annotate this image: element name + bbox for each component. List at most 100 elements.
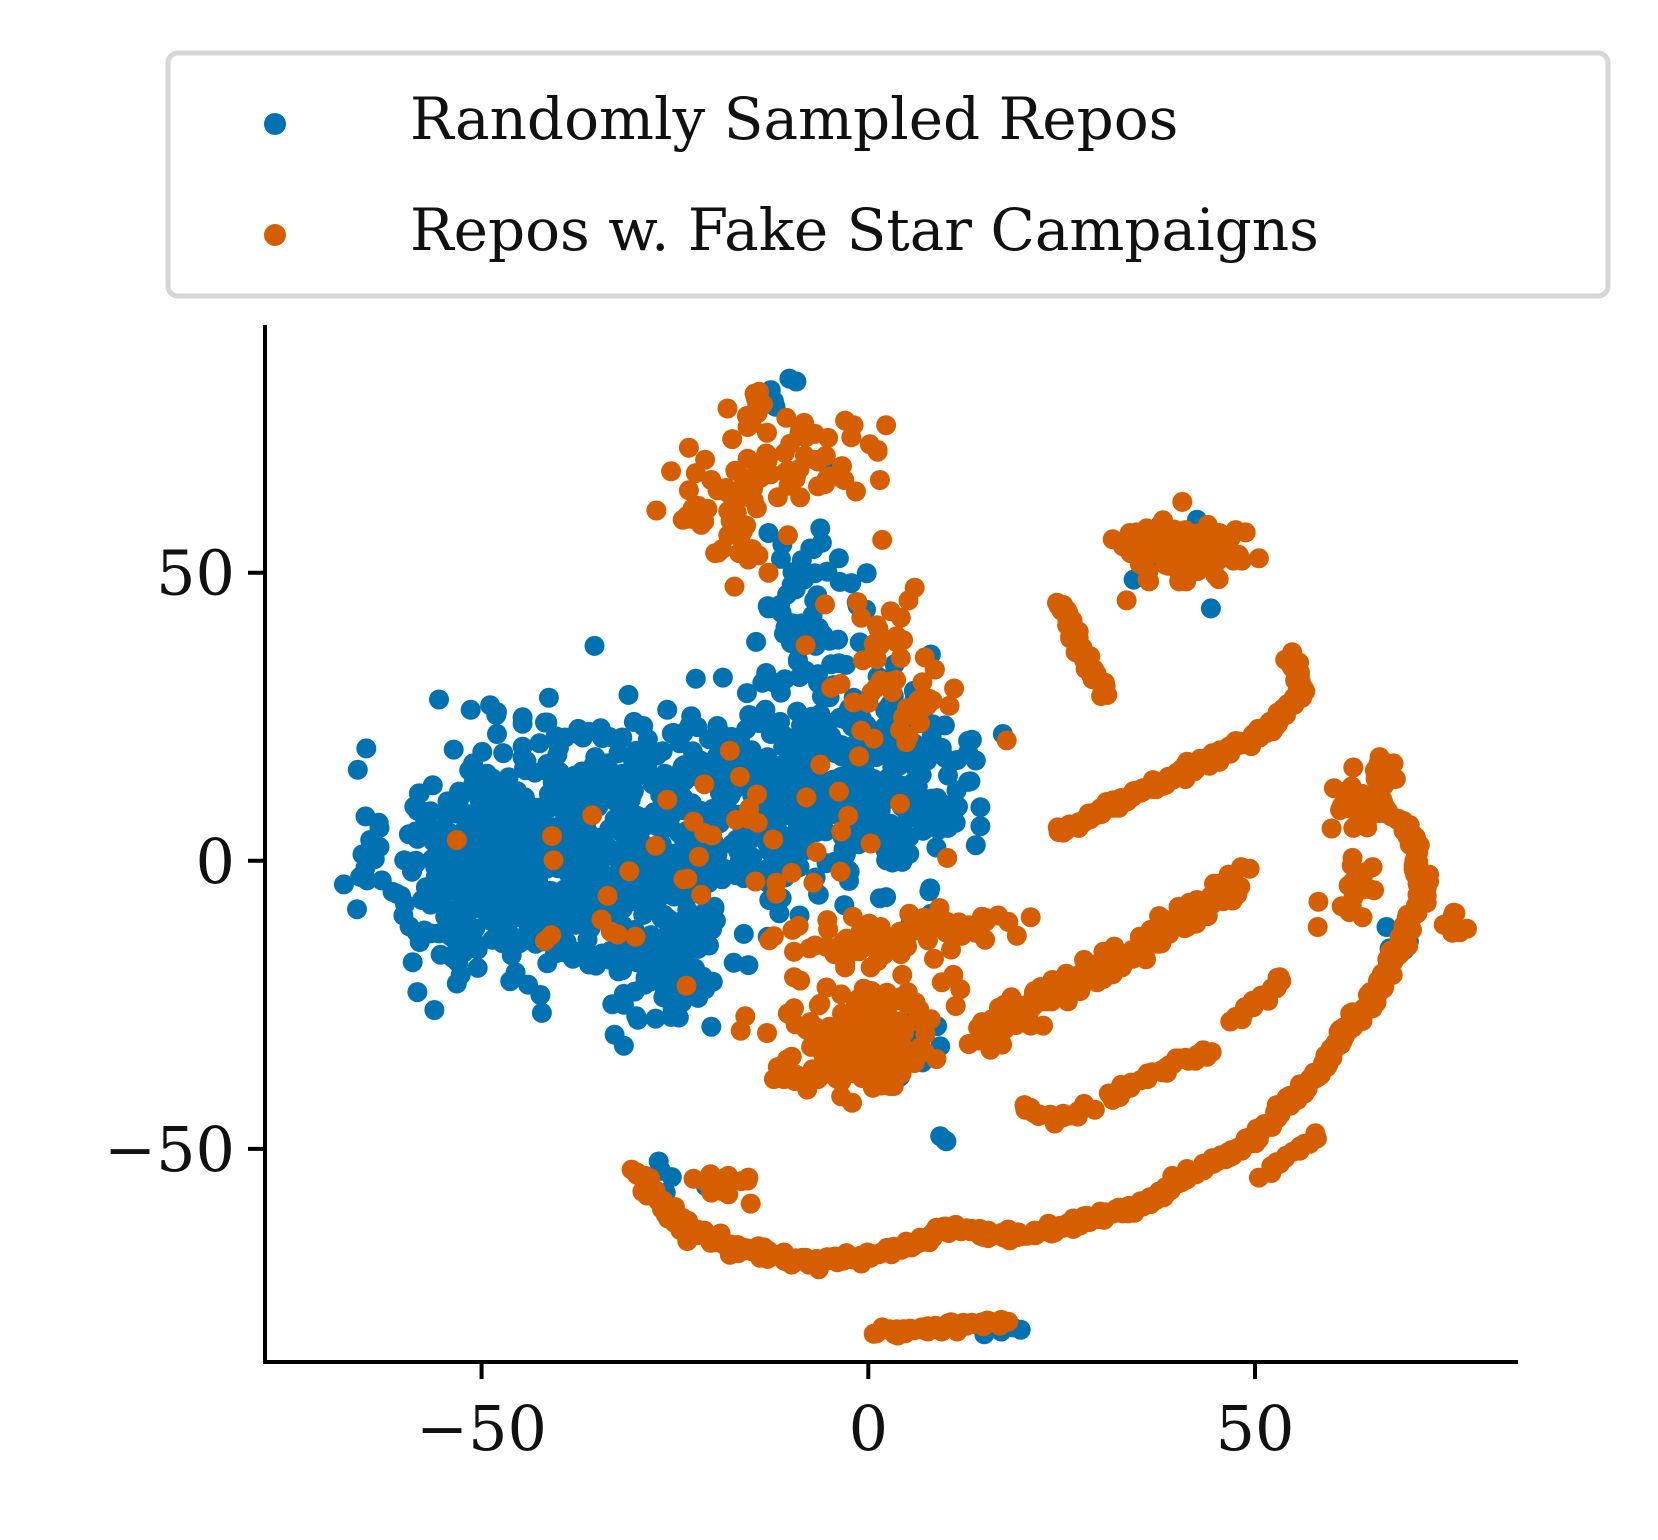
scatter-point: [439, 924, 460, 945]
scatter-point: [657, 699, 678, 720]
scatter-point: [1305, 1123, 1326, 1144]
scatter-point: [828, 629, 849, 650]
scatter-point: [831, 821, 852, 842]
scatter-point: [422, 829, 443, 850]
scatter-point: [781, 837, 801, 857]
scatter-point: [716, 756, 736, 777]
scatter-point: [678, 437, 699, 458]
scatter-point: [685, 463, 706, 484]
scatter-point: [604, 1024, 625, 1045]
scatter-point: [821, 1037, 842, 1058]
scatter-point: [729, 543, 750, 564]
scatter-point: [1443, 904, 1463, 925]
scatter-point: [538, 687, 559, 708]
scatter-point: [437, 881, 458, 902]
scatter-point: [869, 888, 890, 909]
scatter-point: [872, 529, 893, 550]
scatter-point: [996, 730, 1017, 751]
scatter-point: [737, 448, 758, 469]
scatter-point: [415, 808, 436, 829]
points-layer: [333, 368, 1477, 1346]
scatter-point: [542, 826, 562, 846]
scatter-point: [801, 706, 822, 727]
scatter-point: [550, 778, 571, 799]
scatter-point: [1201, 1042, 1222, 1063]
scatter-point: [442, 948, 463, 969]
scatter-point: [682, 741, 703, 762]
scatter-point: [851, 607, 872, 628]
scatter-point: [571, 913, 592, 934]
scatter-point: [711, 1180, 732, 1201]
scatter-point: [613, 994, 634, 1015]
scatter-point: [845, 1009, 866, 1030]
scatter-point: [810, 754, 831, 775]
scatter-point: [970, 797, 991, 818]
scatter-point: [788, 915, 809, 936]
scatter-point: [460, 699, 481, 720]
scatter-point: [685, 668, 706, 689]
scatter-point: [886, 631, 907, 652]
scatter-point: [810, 993, 831, 1014]
scatter-point: [500, 971, 521, 992]
scatter-point: [497, 914, 518, 935]
scatter-point: [839, 1054, 859, 1075]
scatter-point: [735, 1006, 756, 1027]
scatter-point: [668, 1007, 689, 1028]
scatter-point: [828, 548, 849, 569]
scatter-point: [861, 981, 882, 1001]
scatter-point: [640, 814, 661, 835]
scatter-point: [398, 824, 419, 845]
scatter-point: [464, 876, 485, 897]
scatter-point: [729, 766, 750, 787]
scatter-point: [870, 670, 891, 691]
scatter-point: [620, 789, 641, 810]
scatter-point: [920, 789, 941, 810]
scatter-point: [1197, 514, 1218, 535]
scatter-point: [590, 851, 611, 872]
scatter-point: [860, 833, 881, 854]
scatter-point: [920, 735, 941, 755]
scatter-point: [648, 856, 669, 876]
scatter-point: [912, 672, 933, 693]
scatter-point: [496, 775, 517, 796]
scatter-point: [815, 594, 835, 615]
scatter-point: [688, 846, 709, 867]
scatter-point: [414, 920, 435, 941]
scatter-point: [613, 898, 634, 919]
legend-marker-random: [264, 113, 286, 135]
scatter-point: [993, 997, 1014, 1018]
scatter-point: [770, 763, 791, 784]
scatter-point: [1200, 598, 1221, 619]
scatter-point: [904, 577, 925, 598]
scatter-point: [938, 765, 958, 786]
scatter-point: [777, 525, 798, 546]
scatter-point: [1248, 548, 1269, 569]
scatter-point: [467, 957, 488, 978]
scatter-point: [896, 1044, 917, 1065]
scatter-point: [1342, 847, 1363, 868]
scatter-point: [1020, 907, 1041, 928]
scatter-point: [1172, 491, 1193, 512]
scatter-point: [402, 952, 423, 973]
scatter-point: [928, 819, 949, 840]
scatter-point: [675, 770, 695, 791]
scatter-point: [1168, 561, 1189, 581]
scatter-point: [694, 823, 715, 844]
scatter-point: [868, 618, 889, 639]
scatter-point: [818, 427, 839, 448]
scatter-point: [347, 759, 368, 780]
scatter-point: [961, 729, 982, 750]
scatter-point: [873, 944, 894, 965]
scatter-point: [897, 994, 917, 1015]
scatter-point: [1231, 857, 1252, 878]
scatter-point: [457, 804, 478, 825]
scatter-point: [590, 718, 611, 739]
scatter-point: [1228, 544, 1249, 565]
scatter-point: [701, 470, 722, 490]
scatter-point: [1208, 569, 1229, 590]
scatter-point: [919, 881, 940, 902]
scatter-point: [725, 460, 746, 481]
scatter-point: [934, 1130, 955, 1151]
scatter-point: [908, 690, 929, 710]
